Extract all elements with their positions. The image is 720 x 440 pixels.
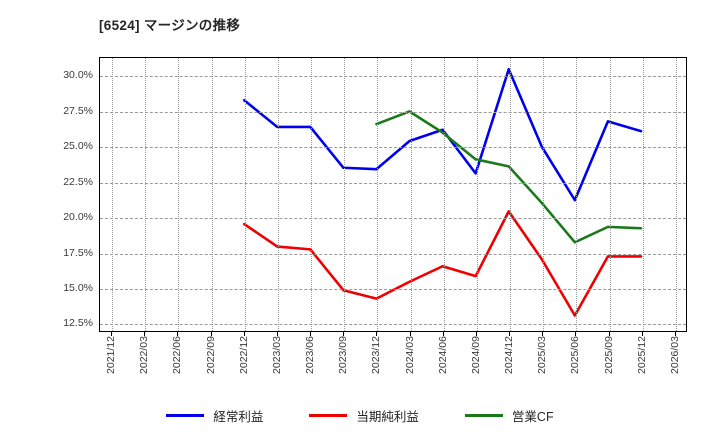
x-axis-tick-label: 2022/03 — [138, 336, 151, 374]
gridline-vertical — [277, 58, 279, 331]
x-axis-tick-label: 2021/12 — [105, 336, 117, 374]
x-axis-tick-mark — [177, 332, 179, 336]
x-axis-tick-label: 2023/06 — [304, 336, 317, 374]
x-axis-tick-mark — [509, 332, 511, 336]
gridline-vertical — [609, 58, 611, 331]
legend-item[interactable]: 当期純利益 — [309, 406, 419, 425]
gridline-vertical — [443, 58, 445, 331]
x-axis-tick-mark — [276, 332, 278, 336]
x-axis-tick-mark — [409, 332, 411, 336]
y-axis-tick-label: 12.5% — [63, 317, 93, 330]
gridline-vertical — [576, 58, 578, 331]
gridline-vertical — [344, 58, 346, 331]
x-axis-tick-label: 2024/12 — [503, 336, 516, 374]
x-axis-labels: 2021/12 2022/03 2022/06 2022/09 2022/12 2023/… — [99, 332, 687, 406]
gridline-horizontal — [100, 324, 686, 326]
y-axis-labels: 12.5% 15.0% 17.5% 20.0% 22.5% 25.0% 27.5% 30.0% — [0, 57, 93, 332]
series-line — [242, 210, 643, 317]
x-axis-tick-label: 2025/09 — [602, 336, 615, 374]
x-axis-tick-label: 2025/12 — [635, 336, 648, 374]
series-lines — [242, 67, 643, 317]
gridline-vertical — [642, 58, 644, 331]
x-axis-tick-label: 2023/03 — [270, 336, 283, 374]
gridline-vertical — [211, 58, 213, 331]
legend-item[interactable]: 営業CF — [464, 406, 554, 425]
legend-label: 経常利益 — [213, 410, 264, 424]
x-axis-tick-mark — [310, 332, 312, 336]
gridline-horizontal — [100, 111, 686, 113]
gridline-horizontal — [100, 218, 686, 220]
x-axis-tick-label: 2026/03 — [669, 336, 681, 374]
x-axis-tick-mark — [608, 332, 610, 336]
x-axis-tick-label: 2022/06 — [171, 336, 184, 374]
gridline-horizontal — [100, 253, 686, 255]
x-axis-tick-label: 2025/06 — [569, 336, 582, 374]
x-axis-tick-mark — [542, 332, 544, 336]
x-axis-tick-label: 2025/03 — [536, 336, 549, 374]
x-axis-tick-mark — [144, 332, 146, 336]
gridline-vertical — [476, 58, 478, 331]
x-axis-tick-mark — [442, 332, 444, 336]
x-axis-tick-mark — [210, 332, 212, 336]
x-axis-tick-mark — [641, 332, 643, 336]
legend-item[interactable]: 経常利益 — [166, 406, 263, 425]
x-axis-tick-mark — [675, 332, 676, 336]
gridline-vertical — [311, 58, 313, 331]
legend-label: 当期純利益 — [356, 410, 419, 424]
y-axis-tick-label: 17.5% — [63, 246, 93, 259]
chart-legend: 経常利益 当期純利益 営業CF — [0, 406, 720, 425]
y-axis-tick-label: 22.5% — [63, 175, 93, 188]
gridline-horizontal — [100, 289, 686, 291]
gridline-vertical — [410, 58, 412, 331]
x-axis-tick-label: 2023/12 — [370, 336, 383, 374]
gridline-horizontal — [100, 182, 686, 184]
y-axis-tick-label: 27.5% — [63, 104, 93, 117]
gridline-horizontal — [100, 147, 686, 149]
gridline-horizontal — [100, 76, 686, 78]
gridline-vertical — [244, 58, 246, 331]
x-axis-tick-mark — [343, 332, 345, 336]
plot-area — [99, 57, 687, 332]
x-axis-tick-mark — [475, 332, 477, 336]
gridline-vertical — [676, 58, 677, 331]
legend-label: 営業CF — [511, 410, 554, 424]
y-axis-tick-label: 15.0% — [63, 282, 93, 295]
x-axis-tick-label: 2024/06 — [436, 336, 449, 374]
gridline-vertical — [510, 58, 512, 331]
x-axis-tick-mark — [243, 332, 245, 336]
gridline-vertical — [178, 58, 180, 331]
y-axis-tick-label: 20.0% — [63, 211, 93, 224]
x-axis-tick-mark — [575, 332, 577, 336]
legend-color-swatch — [309, 414, 348, 417]
y-axis-tick-label: 30.0% — [63, 69, 93, 82]
gridline-vertical — [145, 58, 147, 331]
gridline-vertical — [377, 58, 379, 331]
legend-color-swatch — [166, 414, 205, 417]
series-line — [375, 110, 643, 244]
x-axis-tick-label: 2024/09 — [469, 336, 482, 374]
series-line — [242, 67, 643, 202]
x-axis-tick-label: 2022/12 — [237, 336, 250, 374]
x-axis-tick-label: 2022/09 — [204, 336, 217, 374]
gridline-vertical — [543, 58, 545, 331]
legend-color-swatch — [464, 414, 503, 417]
x-axis-tick-mark — [111, 332, 112, 336]
x-axis-tick-mark — [376, 332, 378, 336]
x-axis-tick-label: 2023/09 — [337, 336, 350, 374]
x-axis-tick-label: 2024/03 — [403, 336, 416, 374]
y-axis-tick-label: 25.0% — [63, 140, 93, 153]
gridline-vertical — [112, 58, 113, 331]
chart-title: [6524] マージンの推移 — [99, 18, 241, 33]
